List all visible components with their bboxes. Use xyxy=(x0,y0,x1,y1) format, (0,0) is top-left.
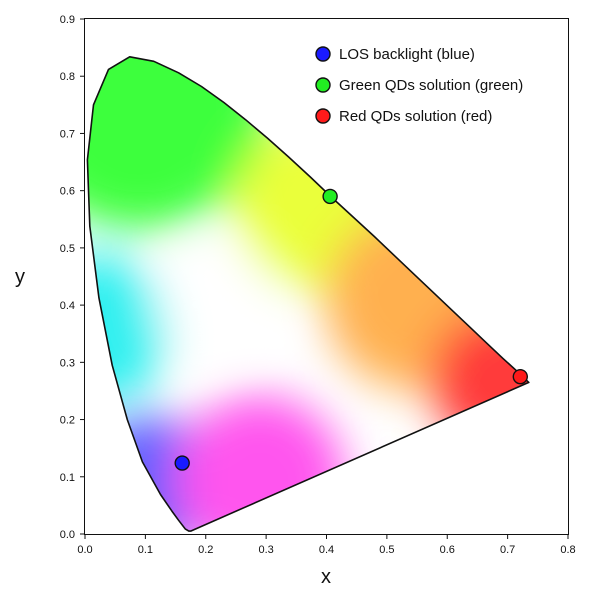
y-axis-ticks: 0.0 0.1 0.2 0.3 0.4 0.5 0.6 0.7 0.8 0.9 xyxy=(60,14,85,541)
y-axis-label: y xyxy=(15,266,25,288)
legend-marker xyxy=(315,108,331,124)
y-tick-label: 0.3 xyxy=(60,357,75,369)
y-tick-label: 0.9 xyxy=(60,14,75,26)
legend-label: Green QDs solution (green) xyxy=(339,77,523,94)
x-axis-label: x xyxy=(321,566,331,588)
data-point xyxy=(322,188,338,205)
x-tick-label: 0.5 xyxy=(379,544,394,556)
data-point xyxy=(174,455,190,471)
y-tick-label: 0.2 xyxy=(60,415,75,427)
y-tick-label: 0.5 xyxy=(60,243,75,255)
x-tick-label: 0.1 xyxy=(138,544,153,556)
x-tick-label: 0.7 xyxy=(500,544,515,556)
x-tick-label: 0.0 xyxy=(77,544,92,556)
x-tick-label: 0.2 xyxy=(198,544,213,556)
legend-marker xyxy=(315,46,331,62)
x-tick-label: 0.6 xyxy=(440,544,455,556)
y-tick-label: 0.1 xyxy=(60,472,75,484)
x-tick-label: 0.3 xyxy=(258,544,273,556)
data-points xyxy=(174,188,529,471)
y-tick-label: 0.7 xyxy=(60,128,75,140)
x-tick-label: 0.4 xyxy=(319,544,334,556)
data-point xyxy=(512,368,529,385)
legend-label: Red QDs solution (red) xyxy=(339,108,492,125)
legend: LOS backlight (blue) Green QDs solution (… xyxy=(315,46,523,125)
y-tick-label: 0.4 xyxy=(60,300,75,312)
spectral-locus-outline xyxy=(86,56,530,532)
x-tick-label: 0.8 xyxy=(560,544,575,556)
x-axis-ticks: 0.0 0.1 0.2 0.3 0.4 0.5 0.6 0.7 0.8 xyxy=(77,534,576,556)
y-tick-label: 0.0 xyxy=(60,529,75,541)
legend-marker xyxy=(315,77,331,93)
y-tick-label: 0.8 xyxy=(60,71,75,83)
y-tick-label: 0.6 xyxy=(60,186,75,198)
legend-label: LOS backlight (blue) xyxy=(339,46,475,63)
